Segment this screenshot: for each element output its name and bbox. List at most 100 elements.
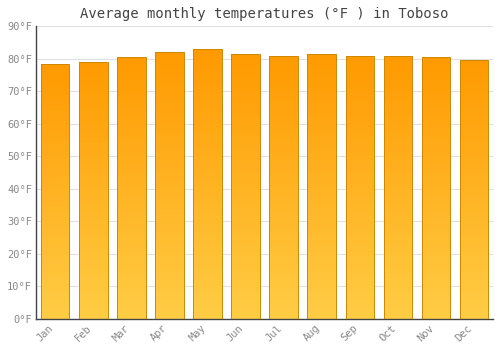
Bar <box>346 233 374 236</box>
Bar <box>232 133 260 136</box>
Bar <box>384 306 412 309</box>
Bar <box>308 87 336 90</box>
Bar <box>155 142 184 146</box>
Bar <box>346 276 374 279</box>
Bar <box>193 234 222 238</box>
Bar <box>117 142 145 145</box>
Bar <box>346 181 374 184</box>
Bar <box>270 273 298 276</box>
Bar <box>117 90 145 93</box>
Bar <box>308 259 336 262</box>
Bar <box>308 130 336 133</box>
Bar <box>193 184 222 187</box>
Bar <box>117 250 145 253</box>
Bar <box>232 93 260 97</box>
Bar <box>346 85 374 89</box>
Bar <box>346 125 374 128</box>
Bar <box>193 315 222 318</box>
Bar <box>308 97 336 100</box>
Bar <box>422 145 450 149</box>
Bar <box>384 92 412 95</box>
Bar <box>193 211 222 214</box>
Bar <box>270 115 298 118</box>
Bar <box>384 184 412 187</box>
Bar <box>232 97 260 100</box>
Bar <box>193 96 222 99</box>
Bar <box>232 229 260 232</box>
Bar <box>346 141 374 144</box>
Bar <box>384 273 412 276</box>
Bar <box>155 52 184 318</box>
Bar <box>79 142 108 145</box>
Bar <box>193 177 222 180</box>
Bar <box>384 181 412 184</box>
Bar <box>79 302 108 306</box>
Bar <box>79 261 108 264</box>
Bar <box>193 110 222 113</box>
Bar <box>155 105 184 109</box>
Bar <box>270 69 298 72</box>
Bar <box>460 144 488 147</box>
Bar <box>79 213 108 216</box>
Bar <box>384 286 412 289</box>
Bar <box>79 133 108 136</box>
Bar <box>155 172 184 175</box>
Bar <box>155 205 184 209</box>
Bar <box>41 245 70 248</box>
Bar <box>460 270 488 273</box>
Bar <box>41 86 70 89</box>
Bar <box>460 180 488 183</box>
Bar <box>460 215 488 218</box>
Bar <box>422 122 450 126</box>
Bar <box>422 309 450 312</box>
Bar <box>270 306 298 309</box>
Bar <box>79 136 108 139</box>
Bar <box>384 131 412 134</box>
Bar <box>79 75 108 78</box>
Bar <box>422 279 450 282</box>
Bar <box>193 197 222 201</box>
Bar <box>193 90 222 93</box>
Bar <box>308 305 336 309</box>
Bar <box>193 117 222 120</box>
Bar <box>308 246 336 249</box>
Bar <box>308 143 336 147</box>
Bar <box>79 232 108 235</box>
Bar <box>193 79 222 83</box>
Bar <box>232 127 260 130</box>
Bar <box>155 122 184 126</box>
Bar <box>79 171 108 174</box>
Bar <box>117 257 145 260</box>
Bar <box>155 89 184 92</box>
Bar <box>384 236 412 240</box>
Bar <box>232 186 260 190</box>
Bar <box>79 264 108 267</box>
Bar <box>460 306 488 309</box>
Bar <box>79 164 108 168</box>
Bar <box>384 190 412 194</box>
Bar <box>270 279 298 282</box>
Bar <box>346 200 374 203</box>
Bar <box>117 96 145 100</box>
Bar <box>270 158 298 161</box>
Bar <box>422 83 450 86</box>
Bar <box>79 245 108 248</box>
Bar <box>193 52 222 56</box>
Bar <box>155 92 184 96</box>
Bar <box>270 98 298 101</box>
Bar <box>460 64 488 67</box>
Bar <box>422 224 450 227</box>
Bar <box>346 210 374 214</box>
Bar <box>270 233 298 236</box>
Bar <box>422 270 450 273</box>
Bar <box>79 210 108 213</box>
Bar <box>79 81 108 84</box>
Bar <box>79 91 108 94</box>
Bar <box>460 302 488 306</box>
Bar <box>41 67 70 70</box>
Bar <box>232 143 260 147</box>
Bar <box>193 278 222 281</box>
Bar <box>117 155 145 159</box>
Bar <box>41 105 70 108</box>
Bar <box>270 207 298 210</box>
